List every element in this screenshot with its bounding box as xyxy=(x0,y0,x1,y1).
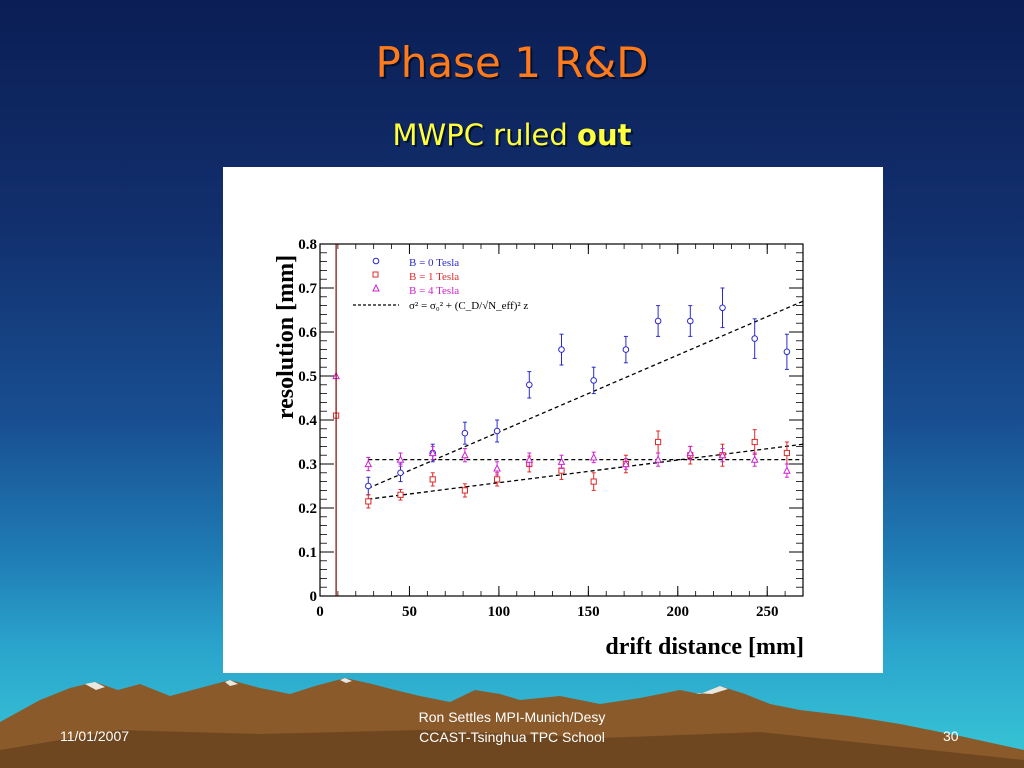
point-b1 xyxy=(397,491,404,498)
point-b4 xyxy=(718,450,727,459)
point-b0 xyxy=(687,317,694,325)
point-b4 xyxy=(525,455,534,463)
footer-date: 11/01/2007 xyxy=(60,728,130,744)
legend: B = 0 Tesla B = 1 Tesla B = 4 Tesla σ² =… xyxy=(353,257,528,312)
point-b0 xyxy=(558,346,565,353)
legend-label-b1: B = 1 Tesla xyxy=(409,271,459,283)
point-b0 xyxy=(590,377,598,384)
resolution-chart: 0 50 100 150 200 250 0 0.1 0.2 0.3 0.4 0.5 0.6 0.7 0.8… xyxy=(273,237,804,660)
y-tick-label: 0.2 xyxy=(298,501,317,517)
point-b0 xyxy=(719,304,726,312)
point-b0 xyxy=(622,346,630,353)
point-b4 xyxy=(557,457,566,465)
footer-center: Ron Settles MPI-Munich/Desy CCAST-Tsingh… xyxy=(340,707,684,747)
x-tick-label: 200 xyxy=(667,604,690,620)
point-b0 xyxy=(397,469,404,477)
axis-ticks: 0 50 100 150 200 250 0 0.1 0.2 0.3 0.4 0.5 0.6 0.7 0.8 xyxy=(298,237,804,620)
point-b0 xyxy=(654,317,662,325)
x-tick-label: 150 xyxy=(577,604,600,620)
legend-marker-b0 xyxy=(372,257,380,265)
plot-frame xyxy=(319,243,804,597)
subtitle-text: MWPC ruled xyxy=(392,118,578,152)
point-b4 xyxy=(589,453,598,461)
mountain-range xyxy=(0,678,1024,768)
y-tick-label: 0.6 xyxy=(298,325,317,341)
point-b1 xyxy=(461,487,469,494)
y-tick-label: 0.1 xyxy=(298,545,317,561)
footer-event: CCAST-Tsinghua TPC School xyxy=(419,729,605,745)
x-tick-label: 250 xyxy=(756,604,779,620)
point-b1 xyxy=(590,478,597,485)
fit-lines xyxy=(368,300,804,500)
footer-author: Ron Settles MPI-Munich/Desy xyxy=(418,709,606,725)
mountains-snow xyxy=(85,678,728,694)
slide-title: Phase 1 R&D xyxy=(375,38,649,87)
point-b4 xyxy=(396,455,405,463)
page-number: 30 xyxy=(943,728,959,744)
subtitle-bold-text: out xyxy=(577,118,632,152)
legend-marker-b4 xyxy=(372,283,380,292)
point-b1 xyxy=(494,476,501,483)
point-b0 xyxy=(365,482,372,490)
x-tick-label: 0 xyxy=(316,604,324,620)
point-b4 xyxy=(428,448,437,457)
legend-fit-label: σ² = σ₀² + (C_D/√N_eff)² z xyxy=(409,300,528,312)
legend-label-b4: B = 4 Tesla xyxy=(409,285,459,297)
point-b1 xyxy=(655,438,662,446)
point-b1 xyxy=(751,438,758,446)
point-b0 xyxy=(526,381,533,389)
point-b1 xyxy=(429,476,436,483)
legend-label-b0: B = 0 Tesla xyxy=(409,257,459,269)
x-tick-label: 50 xyxy=(402,604,417,620)
fit-line xyxy=(368,443,804,500)
legend-marker-b1 xyxy=(372,271,379,278)
point-b0 xyxy=(783,348,791,356)
point-b4 xyxy=(364,459,373,468)
data-points xyxy=(332,287,791,509)
fit-line xyxy=(368,300,804,489)
mountains-shadow xyxy=(0,730,1024,768)
x-tick-label: 100 xyxy=(488,604,511,620)
y-axis-label: resolution [mm] xyxy=(273,255,299,419)
point-b4 xyxy=(686,448,695,457)
point-b4 xyxy=(493,464,501,472)
point-b4 xyxy=(654,455,662,463)
point-b4 xyxy=(750,455,759,463)
point-b4 xyxy=(783,466,791,474)
y-tick-label: 0.7 xyxy=(298,281,317,297)
point-b4 xyxy=(622,459,630,468)
y-tick-label: 0.8 xyxy=(298,237,317,253)
point-b1 xyxy=(365,498,372,505)
point-b4 xyxy=(461,450,469,459)
point-b1 xyxy=(783,449,790,457)
y-tick-label: 0.5 xyxy=(298,369,317,385)
point-b0 xyxy=(493,427,501,435)
point-b0 xyxy=(461,429,469,437)
y-tick-label: 0.3 xyxy=(298,457,317,473)
chart-panel: 0 50 100 150 200 250 0 0.1 0.2 0.3 0.4 0.5 0.6 0.7 0.8… xyxy=(223,167,883,673)
x-axis-label: drift distance [mm] xyxy=(605,634,804,660)
slide-subtitle: MWPC ruled out xyxy=(0,118,1024,152)
point-b0 xyxy=(751,335,759,342)
y-tick-label: 0.4 xyxy=(298,413,317,429)
y-tick-label: 0 xyxy=(310,589,318,605)
